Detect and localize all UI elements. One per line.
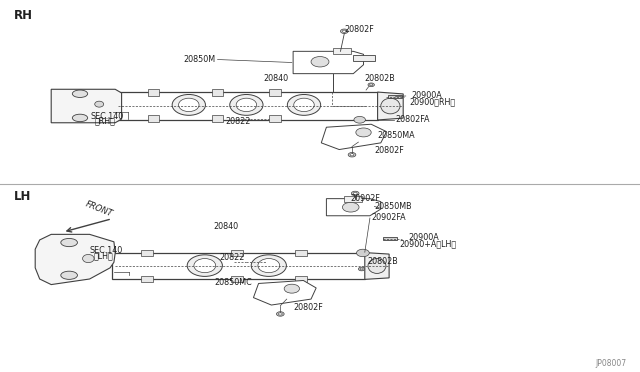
Text: LH: LH — [14, 190, 31, 203]
FancyBboxPatch shape — [141, 250, 153, 256]
Ellipse shape — [194, 259, 216, 273]
Text: 20850M: 20850M — [183, 55, 215, 64]
FancyBboxPatch shape — [141, 276, 153, 282]
Circle shape — [353, 192, 357, 195]
Text: （RH）: （RH） — [95, 117, 116, 126]
Ellipse shape — [236, 98, 257, 112]
Polygon shape — [353, 55, 375, 61]
Circle shape — [342, 202, 359, 212]
Text: 20900A: 20900A — [412, 91, 442, 100]
Text: 20802F: 20802F — [344, 25, 374, 34]
Polygon shape — [326, 199, 381, 216]
Text: 20802B: 20802B — [365, 74, 396, 83]
Circle shape — [359, 251, 367, 255]
Text: 20902F: 20902F — [351, 194, 381, 203]
Ellipse shape — [95, 101, 104, 107]
Ellipse shape — [172, 94, 205, 115]
Text: SEC.140: SEC.140 — [90, 246, 123, 255]
Polygon shape — [112, 92, 378, 120]
FancyBboxPatch shape — [231, 276, 243, 282]
Circle shape — [361, 252, 365, 254]
Circle shape — [360, 268, 364, 270]
Text: 20900（RH）: 20900（RH） — [410, 97, 456, 106]
Polygon shape — [293, 51, 364, 74]
Ellipse shape — [368, 259, 386, 273]
Text: 20840: 20840 — [214, 222, 239, 231]
Ellipse shape — [83, 254, 94, 263]
Text: 20850MB: 20850MB — [374, 202, 412, 211]
Circle shape — [348, 153, 356, 157]
Circle shape — [356, 118, 363, 122]
Text: 20902FA: 20902FA — [371, 214, 406, 222]
Circle shape — [276, 312, 284, 316]
Circle shape — [340, 29, 348, 33]
Circle shape — [356, 128, 371, 137]
Text: 20900+A（LH）: 20900+A（LH） — [399, 240, 456, 248]
Circle shape — [278, 313, 282, 315]
Ellipse shape — [72, 114, 88, 122]
Polygon shape — [35, 234, 115, 285]
FancyBboxPatch shape — [231, 250, 243, 256]
Text: 20802F: 20802F — [374, 146, 404, 155]
Ellipse shape — [179, 98, 199, 112]
Ellipse shape — [188, 255, 223, 276]
Text: 20900A: 20900A — [408, 233, 439, 242]
Circle shape — [350, 154, 354, 156]
Polygon shape — [112, 253, 365, 279]
Circle shape — [342, 30, 346, 32]
FancyBboxPatch shape — [383, 237, 397, 240]
Circle shape — [358, 267, 365, 271]
Text: 20802FA: 20802FA — [395, 115, 429, 124]
Text: 20850MC: 20850MC — [214, 278, 252, 287]
Text: （LH）: （LH） — [94, 251, 114, 260]
Polygon shape — [321, 124, 387, 150]
Text: JP08007: JP08007 — [596, 359, 630, 368]
Polygon shape — [365, 253, 389, 279]
Polygon shape — [333, 48, 351, 54]
Text: 20850MA: 20850MA — [378, 131, 415, 140]
Circle shape — [311, 57, 329, 67]
Ellipse shape — [61, 271, 77, 279]
FancyBboxPatch shape — [295, 276, 307, 282]
Ellipse shape — [294, 98, 314, 112]
Circle shape — [356, 249, 369, 257]
Polygon shape — [253, 280, 316, 305]
FancyBboxPatch shape — [212, 115, 223, 122]
Text: 20822: 20822 — [219, 253, 244, 262]
Ellipse shape — [381, 98, 400, 114]
Circle shape — [354, 116, 365, 123]
Text: RH: RH — [14, 9, 33, 22]
Circle shape — [370, 84, 372, 86]
Ellipse shape — [252, 255, 287, 276]
FancyBboxPatch shape — [148, 115, 159, 122]
Polygon shape — [378, 92, 403, 120]
Text: 20840: 20840 — [264, 74, 289, 83]
FancyBboxPatch shape — [295, 250, 307, 256]
Polygon shape — [51, 89, 122, 123]
Text: 20822: 20822 — [225, 117, 251, 126]
Ellipse shape — [72, 90, 88, 97]
FancyBboxPatch shape — [269, 89, 281, 96]
FancyBboxPatch shape — [212, 89, 223, 96]
Text: SEC.140: SEC.140 — [90, 112, 124, 121]
FancyBboxPatch shape — [269, 115, 281, 122]
Text: 20802B: 20802B — [367, 257, 398, 266]
Text: FRONT: FRONT — [84, 199, 114, 218]
Ellipse shape — [61, 238, 77, 247]
Polygon shape — [344, 196, 362, 202]
Text: 20802F: 20802F — [293, 303, 323, 312]
FancyBboxPatch shape — [148, 89, 159, 96]
Circle shape — [368, 83, 374, 87]
Circle shape — [358, 119, 362, 121]
Ellipse shape — [230, 94, 263, 115]
Circle shape — [351, 191, 359, 196]
Ellipse shape — [258, 259, 280, 273]
Circle shape — [284, 284, 300, 293]
FancyBboxPatch shape — [388, 95, 402, 98]
Ellipse shape — [287, 94, 321, 115]
